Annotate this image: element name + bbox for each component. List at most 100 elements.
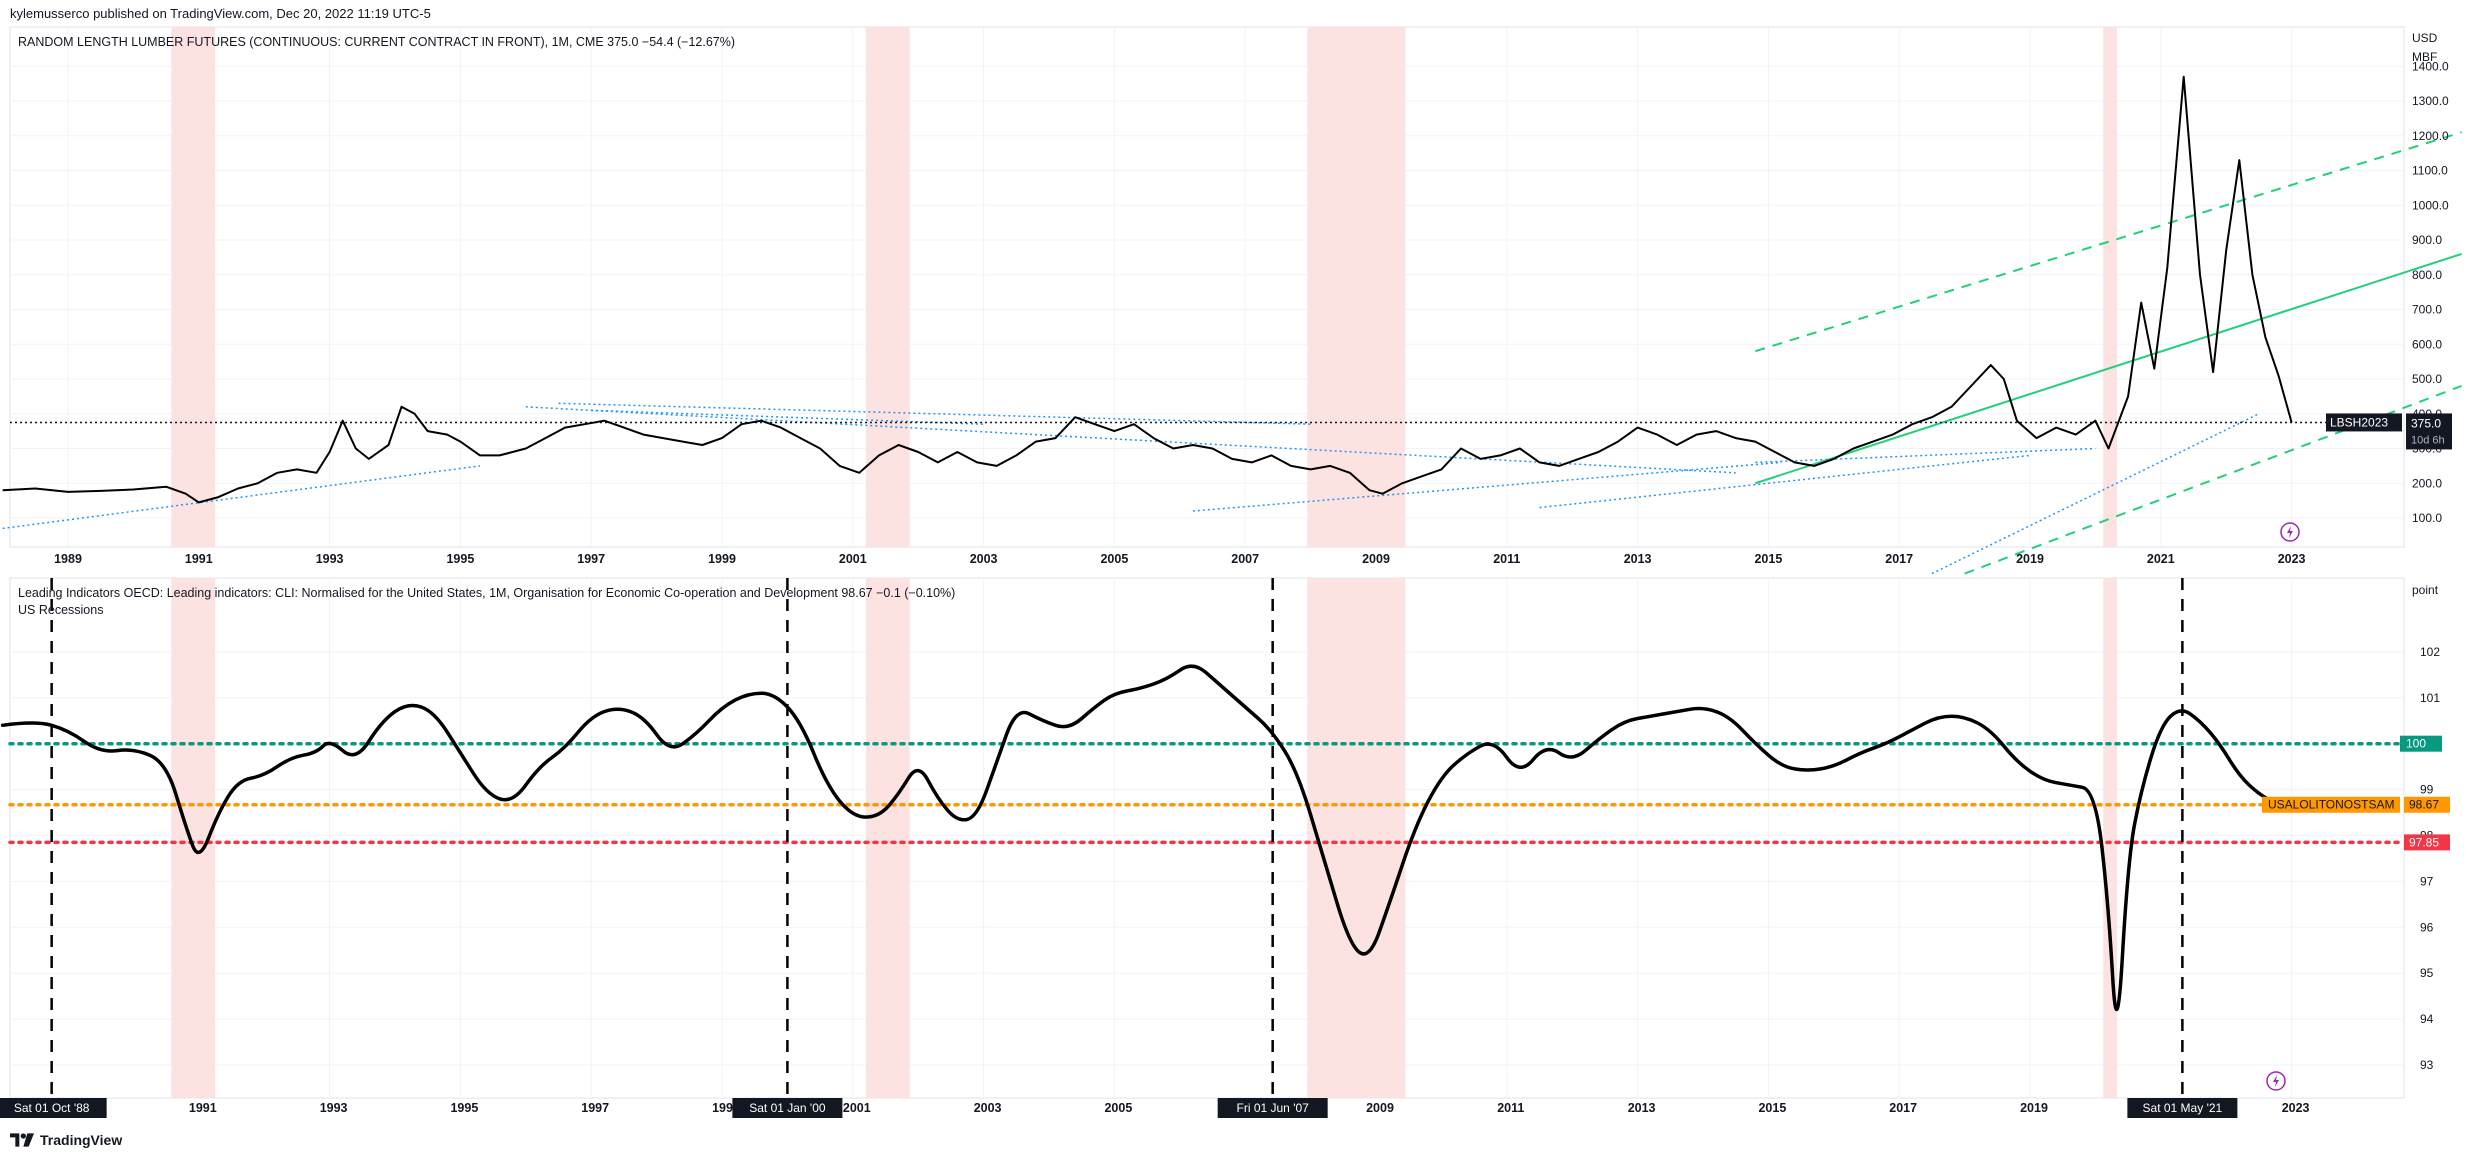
top-x-tick-label: 1991 — [185, 552, 213, 566]
top-y-tick-label: 700.0 — [2412, 303, 2442, 317]
lightning-icon[interactable] — [2266, 1071, 2286, 1091]
bottom-y-tick-label: 97 — [2420, 874, 2434, 888]
publisher-line: kylemusserco published on TradingView.co… — [10, 6, 431, 21]
level-100-bg — [2400, 735, 2442, 752]
top-x-tick-label: 2003 — [970, 552, 998, 566]
top-price-axis[interactable]: 100.0200.0300.0400.0500.0600.0700.0800.0… — [2412, 59, 2449, 525]
blue-trend-line — [558, 402, 1311, 425]
bottom-x-tick-label: 2015 — [1758, 1101, 1786, 1115]
top-y-tick-label: 100.0 — [2412, 511, 2442, 525]
bottom-x-tick-label: 2019 — [2020, 1101, 2048, 1115]
cli-level-lines — [8, 741, 2406, 845]
bottom-time-axis[interactable]: 1991 1993 1995 1997 1999 2001 2003 2005 2009 2011… — [189, 1101, 2310, 1115]
top-x-tick-label: 1993 — [316, 552, 344, 566]
blue-trend-line — [2, 465, 481, 530]
recession-band — [865, 27, 910, 547]
top-x-tick-label: 2017 — [1885, 552, 1913, 566]
top-x-tick-label: 2015 — [1754, 552, 1782, 566]
blue-trend-line — [1539, 454, 2031, 509]
bottom-y-tick-label: 99 — [2420, 783, 2434, 797]
blue-trend-line — [1931, 413, 2260, 575]
top-x-tick-label: 2023 — [2278, 552, 2306, 566]
recession-band — [1307, 27, 1406, 547]
bottom-unit-label: point — [2412, 583, 2439, 597]
bottom-x-tick-label: 2005 — [1104, 1101, 1132, 1115]
top-x-tick-label: 2005 — [1100, 552, 1128, 566]
bottom-x-tick-label: 2023 — [2282, 1101, 2310, 1115]
top-y-tick-label: 200.0 — [2412, 476, 2442, 490]
vertical-marker-lines — [50, 578, 2184, 1098]
lightning-icon[interactable] — [2280, 522, 2300, 542]
recession-band — [865, 578, 910, 1098]
top-recession-shading — [171, 27, 2117, 547]
bottom-legend: Leading Indicators OECD: Leading indicat… — [18, 586, 955, 600]
marker-label: Sat 01 Oct '88 — [14, 1101, 90, 1115]
recession-band — [1307, 578, 1406, 1098]
top-y-tick-label: 1300.0 — [2412, 94, 2449, 108]
bottom-price-axis[interactable]: 93949596979899100101102 — [2420, 645, 2440, 1072]
bottom-grid — [10, 578, 2404, 1098]
currency-label: USD — [2412, 31, 2438, 45]
cli-line — [0, 664, 2281, 1012]
blue-trend-line — [591, 409, 984, 425]
bottom-y-tick-label: 93 — [2420, 1058, 2434, 1072]
blue-trend-line — [1755, 447, 2096, 464]
cli-series — [0, 664, 2281, 1012]
blue-trend-line — [1192, 461, 1782, 512]
top-y-tick-label: 1200.0 — [2412, 129, 2449, 143]
red-level-bg — [2404, 834, 2450, 851]
bottom-x-tick-label: 2013 — [1628, 1101, 1656, 1115]
bottom-x-tick-label: 1993 — [320, 1101, 348, 1115]
cli-value-bg — [2404, 796, 2450, 813]
top-price-labels: LBSH2023 375.0 10d 6h — [2326, 413, 2452, 450]
footer-brand-label: TradingView — [40, 1132, 123, 1148]
marker-label: Sat 01 May '21 — [2143, 1101, 2223, 1115]
top-x-tick-label: 2021 — [2147, 552, 2175, 566]
top-time-axis[interactable]: 1989 1991 1993 1995 1997 1999 2001 2003 2005 2007… — [54, 552, 2305, 566]
marker-label: Sat 01 Jan '00 — [749, 1101, 826, 1115]
top-y-tick-label: 800.0 — [2412, 268, 2442, 282]
countdown-label: 10d 6h — [2411, 434, 2445, 446]
bottom-x-tick-label: 2009 — [1366, 1101, 1394, 1115]
bottom-x-tick-label: 1995 — [450, 1101, 478, 1115]
footer-brand[interactable]: TradingView — [10, 1132, 122, 1148]
marker-label: Fri 01 Jun '07 — [1237, 1101, 1310, 1115]
symbol-tag-bg — [2326, 413, 2402, 432]
top-x-tick-label: 1995 — [446, 552, 474, 566]
bottom-y-tick-label: 101 — [2420, 691, 2440, 705]
bottom-x-tick-label: 1997 — [581, 1101, 609, 1115]
marker-label-bg — [0, 1098, 107, 1118]
level-100-label: 100 — [2406, 737, 2426, 751]
bottom-pane-frame — [9, 577, 2405, 1099]
top-x-tick-label: 1999 — [708, 552, 736, 566]
bottom-x-tick-label: 1991 — [189, 1101, 217, 1115]
top-x-tick-label: 2011 — [1493, 552, 1520, 566]
recession-band — [2103, 27, 2117, 547]
green-channel-line — [1755, 252, 2462, 485]
lumber-price-line — [2, 75, 2293, 504]
top-y-tick-label: 900.0 — [2412, 233, 2442, 247]
top-legend: RANDOM LENGTH LUMBER FUTURES (CONTINUOUS… — [18, 35, 735, 49]
bottom-x-tick-label: 2001 — [843, 1101, 871, 1115]
top-x-tick-label: 2009 — [1362, 552, 1390, 566]
top-x-tick-label: 2019 — [2016, 552, 2044, 566]
unit-label: MBF — [2412, 50, 2437, 64]
cli-value-label: 98.67 — [2409, 798, 2439, 812]
top-y-tick-label: 500.0 — [2412, 372, 2442, 386]
bottom-recession-shading — [171, 578, 2117, 1098]
green-channel-line — [1755, 131, 2462, 353]
cli-name-label: USALOLITONOSTSAM — [2268, 798, 2394, 812]
marker-label-bg — [2127, 1098, 2238, 1118]
symbol-tag: LBSH2023 — [2330, 415, 2388, 429]
top-pane-frame — [9, 26, 2405, 548]
top-x-tick-label: 1997 — [577, 552, 605, 566]
top-x-tick-label: 1989 — [54, 552, 82, 566]
bottom-x-tick-label: 2017 — [1889, 1101, 1917, 1115]
tradingview-logo-icon — [10, 1133, 34, 1147]
bottom-y-tick-label: 102 — [2420, 645, 2440, 659]
bottom-y-tick-label: 95 — [2420, 966, 2434, 980]
top-x-tick-label: 2013 — [1624, 552, 1652, 566]
top-y-tick-label: 1100.0 — [2412, 164, 2448, 178]
bottom-x-tick-label: 2003 — [974, 1101, 1002, 1115]
